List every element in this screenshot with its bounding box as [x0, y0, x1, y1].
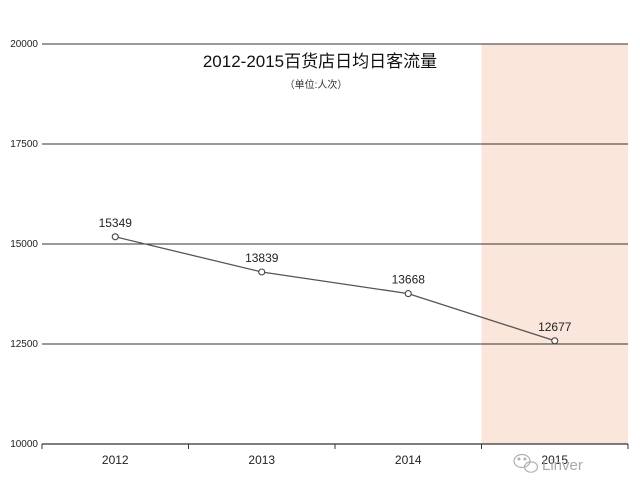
y-tick-label-17500: 17500: [10, 139, 38, 150]
data-label-2014: 13668: [392, 273, 426, 287]
data-label-2015: 12677: [538, 320, 572, 334]
chart-subtitle: （单位:人次）: [285, 78, 348, 91]
data-label-2012: 15349: [99, 216, 133, 230]
series-line: [115, 236, 555, 342]
data-point-2012: [111, 233, 119, 241]
data-label-2013: 13839: [245, 251, 279, 265]
data-point-2014: [404, 290, 412, 298]
y-tick-label-20000: 20000: [10, 39, 38, 50]
y-tick-label-10000: 10000: [10, 439, 38, 450]
watermark-text: Linver: [542, 457, 583, 474]
x-tick-label-2015: 2015: [541, 453, 568, 467]
watermark: Linver: [513, 453, 583, 474]
x-tick-label-2014: 2014: [395, 453, 422, 467]
data-point-2015: [551, 337, 559, 345]
data-point-2013: [258, 268, 266, 276]
chart-title: 2012-2015百货店日均日客流量: [203, 52, 437, 71]
x-tick-label-2012: 2012: [102, 453, 129, 467]
y-tick-label-15000: 15000: [10, 239, 38, 250]
wechat-icon: [513, 453, 539, 473]
x-tick-label-2013: 2013: [248, 453, 275, 467]
y-tick-label-12500: 12500: [10, 339, 38, 350]
